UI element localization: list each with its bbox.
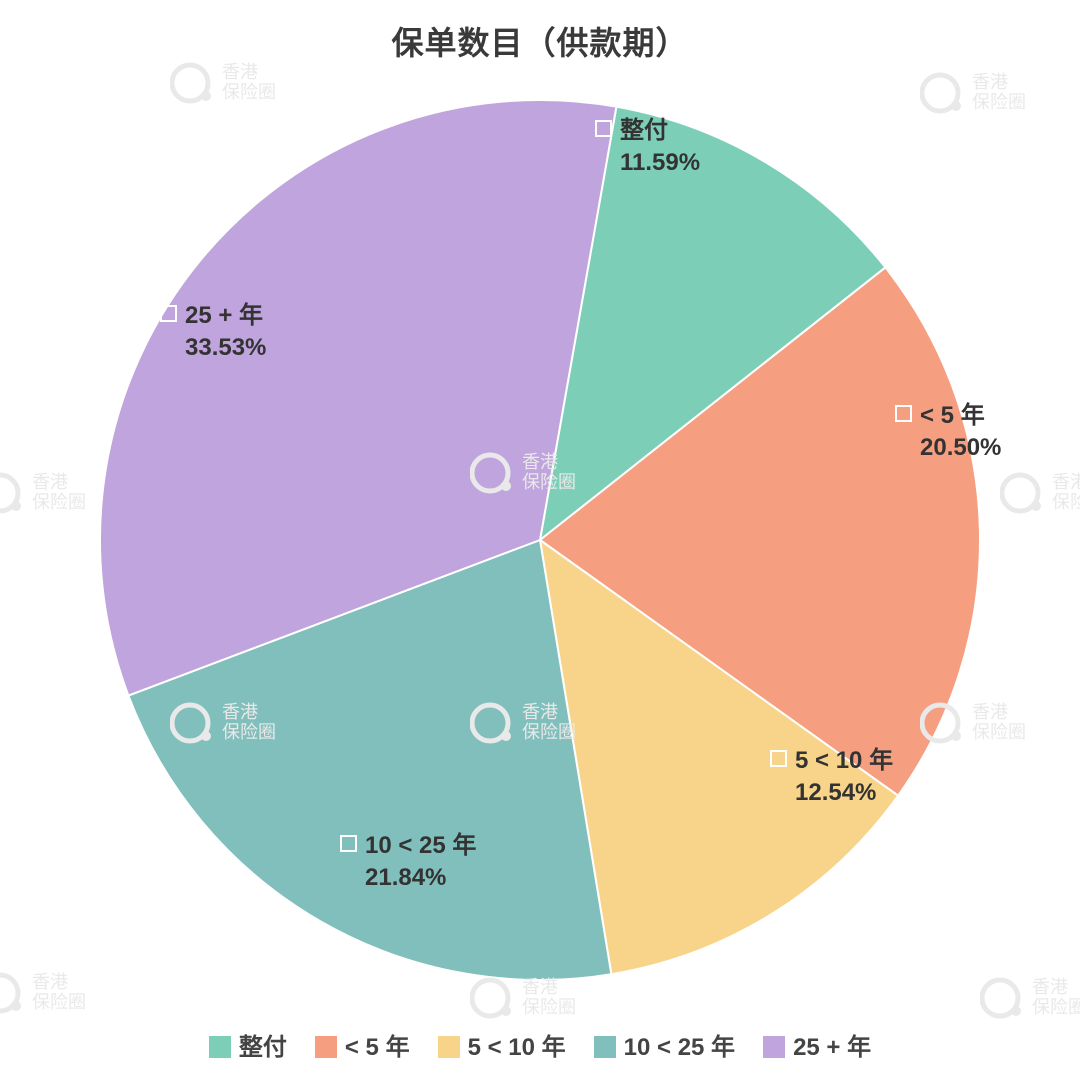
slice-label-pct: 21.84% bbox=[365, 862, 476, 894]
slice-label-text: 25 + 年 bbox=[185, 302, 263, 329]
legend-swatch-icon bbox=[763, 1036, 785, 1058]
slice-label-marker-icon bbox=[895, 405, 912, 422]
slice-label-text: 10 < 25 年 bbox=[365, 832, 476, 859]
legend-swatch-icon bbox=[594, 1036, 616, 1058]
slice-label-pct: 11.59% bbox=[620, 147, 700, 179]
legend-item: 整付 bbox=[209, 1027, 287, 1062]
legend-label: 5 < 10 年 bbox=[468, 1034, 566, 1061]
slice-label-text: 整付 bbox=[620, 117, 668, 144]
slice-label-pct: 12.54% bbox=[795, 777, 893, 809]
slice-label-marker-icon bbox=[770, 750, 787, 767]
pie-svg bbox=[0, 60, 1080, 1020]
slice-label-marker-icon bbox=[595, 120, 612, 137]
slice-label-marker-icon bbox=[160, 305, 177, 322]
slice-label-pct: 33.53% bbox=[185, 332, 266, 364]
legend-swatch-icon bbox=[438, 1036, 460, 1058]
chart-title: 保单数目（供款期） bbox=[0, 18, 1080, 64]
legend-label: 10 < 25 年 bbox=[624, 1034, 735, 1061]
legend-item: < 5 年 bbox=[315, 1027, 410, 1062]
pie-chart: 整付 11.59% < 5 年 20.50% 5 < 10 年 12.54% 10 < 25… bbox=[0, 60, 1080, 1020]
legend-label: 25 + 年 bbox=[793, 1034, 871, 1061]
slice-label: 10 < 25 年 21.84% bbox=[340, 830, 476, 895]
slice-label: 整付 11.59% bbox=[595, 115, 700, 180]
legend-item: 5 < 10 年 bbox=[438, 1027, 566, 1062]
slice-label-marker-icon bbox=[340, 835, 357, 852]
slice-label-pct: 20.50% bbox=[920, 432, 1001, 464]
slice-label: 25 + 年 33.53% bbox=[160, 300, 266, 365]
slice-label: < 5 年 20.50% bbox=[895, 400, 1001, 465]
legend-swatch-icon bbox=[209, 1036, 231, 1058]
legend-item: 25 + 年 bbox=[763, 1027, 871, 1062]
legend-swatch-icon bbox=[315, 1036, 337, 1058]
legend-item: 10 < 25 年 bbox=[594, 1027, 735, 1062]
slice-label-text: < 5 年 bbox=[920, 402, 985, 429]
slice-label-text: 5 < 10 年 bbox=[795, 747, 893, 774]
legend: 整付 < 5 年 5 < 10 年 10 < 25 年 25 + 年 bbox=[0, 1027, 1080, 1062]
legend-label: 整付 bbox=[239, 1034, 287, 1061]
legend-label: < 5 年 bbox=[345, 1034, 410, 1061]
slice-label: 5 < 10 年 12.54% bbox=[770, 745, 893, 810]
